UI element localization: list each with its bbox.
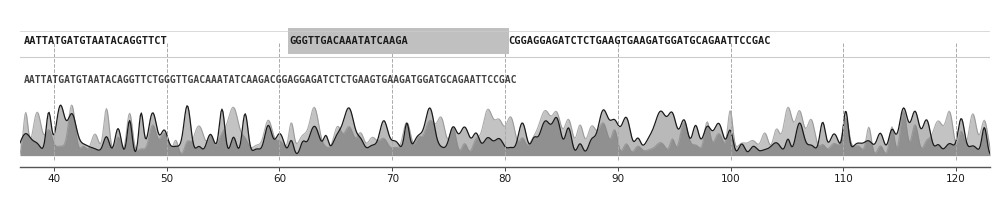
Text: AATTATGATGTAATACAGGTTCTGGGTTGACAAATATCAAGACGGAGGAGATCTCTGAAGTGAAGATGGATGCAGAATTC: AATTATGATGTAATACAGGTTCTGGGTTGACAAATATCAA…: [23, 75, 517, 85]
Text: AATTATGATGTAATACAGGTTCT: AATTATGATGTAATACAGGTTCT: [23, 36, 167, 46]
Text: CGGAGGAGATCTCTGAAGTGAAGATGGATGCAGAATTCCGAC: CGGAGGAGATCTCTGAAGTGAAGATGGATGCAGAATTCCG…: [508, 36, 771, 46]
FancyBboxPatch shape: [288, 28, 509, 54]
Text: GGGTTGACAAATATCAAGA: GGGTTGACAAATATCAAGA: [289, 36, 408, 46]
